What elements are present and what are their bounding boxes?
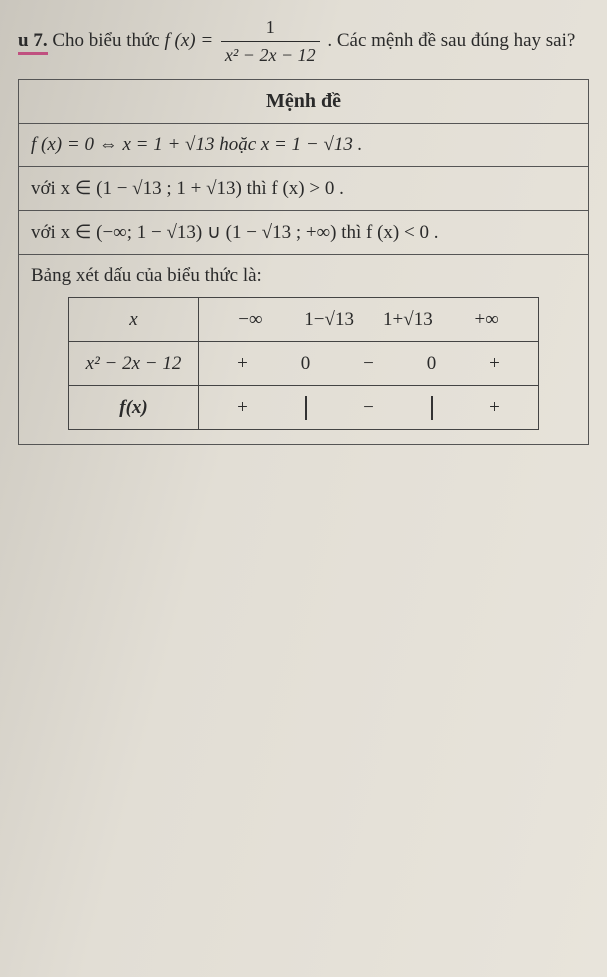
poly-z1: 0 [274, 353, 337, 375]
fraction: 1 x² − 2x − 12 [221, 14, 320, 69]
x-v1: −∞ [211, 309, 290, 331]
question-tail: . Các mệnh đề sau đúng hay sai? [327, 30, 575, 51]
table-row: Bảng xét dấu của biểu thức là: x −∞ 1−√1… [19, 255, 589, 445]
page: u 7. Cho biểu thức f (x) = 1 x² − 2x − 1… [0, 0, 607, 977]
x-v4: +∞ [447, 309, 526, 331]
sign-x-values: −∞ 1−√13 1+√13 +∞ [199, 298, 539, 342]
table-row: f (x) = 0 ⇔ x = 1 + √13 hoặc x = 1 − √13… [19, 124, 589, 167]
fx-eq: f (x) = [164, 30, 213, 51]
fx-s3: + [463, 397, 526, 419]
fx-bar2 [400, 396, 463, 420]
sign-row-fx: f(x) + − + [69, 386, 539, 430]
fx-s1: + [211, 397, 274, 419]
sign-fx-values: + − + [199, 386, 539, 430]
x-v3: 1+√13 [369, 309, 448, 331]
sign-row-x: x −∞ 1−√13 1+√13 +∞ [69, 298, 539, 342]
statement-4: Bảng xét dấu của biểu thức là: x −∞ 1−√1… [19, 255, 589, 445]
sign-table: x −∞ 1−√13 1+√13 +∞ x² − 2x − 12 [68, 297, 539, 430]
sign-poly-values: + 0 − 0 + [199, 342, 539, 386]
question-number: u 7. [18, 30, 48, 55]
sign-row-poly: x² − 2x − 12 + 0 − 0 + [69, 342, 539, 386]
header-cell: Mệnh đề [19, 80, 589, 124]
poly-s3: + [463, 353, 526, 375]
statements-table: Mệnh đề f (x) = 0 ⇔ x = 1 + √13 hoặc x =… [18, 79, 589, 445]
statement-4-lead: Bảng xét dấu của biểu thức là: [31, 265, 576, 287]
table-header-row: Mệnh đề [19, 80, 589, 124]
frac-den: x² − 2x − 12 [221, 41, 320, 69]
fx-s2: − [337, 397, 400, 419]
table-row: với x ∈ (1 − √13 ; 1 + √13) thì f (x) > … [19, 167, 589, 211]
question-line: u 7. Cho biểu thức f (x) = 1 x² − 2x − 1… [18, 14, 589, 69]
frac-num: 1 [221, 14, 320, 41]
poly-s1: + [211, 353, 274, 375]
sign-x-label: x [69, 298, 199, 342]
sign-fx-label: f(x) [69, 386, 199, 430]
sign-poly-label: x² − 2x − 12 [69, 342, 199, 386]
statement-3: với x ∈ (−∞; 1 − √13) ∪ (1 − √13 ; +∞) t… [19, 211, 589, 255]
fx-bar1 [274, 396, 337, 420]
table-row: với x ∈ (−∞; 1 − √13) ∪ (1 − √13 ; +∞) t… [19, 211, 589, 255]
statement-1: f (x) = 0 ⇔ x = 1 + √13 hoặc x = 1 − √13… [19, 124, 589, 167]
x-v2: 1−√13 [290, 309, 369, 331]
poly-s2: − [337, 353, 400, 375]
poly-z2: 0 [400, 353, 463, 375]
question-lead: Cho biểu thức [52, 30, 164, 51]
statement-2: với x ∈ (1 − √13 ; 1 + √13) thì f (x) > … [19, 167, 589, 211]
